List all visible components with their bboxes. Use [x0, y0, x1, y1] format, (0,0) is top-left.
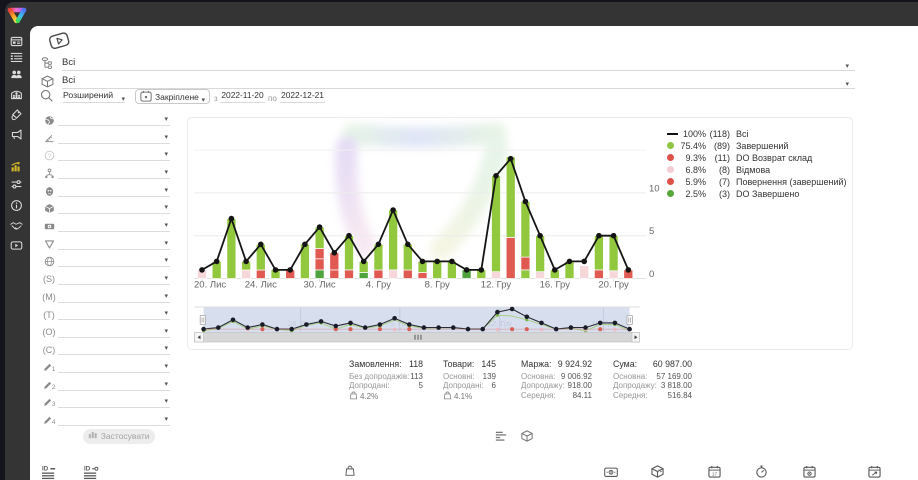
svg-text:17: 17 [712, 472, 718, 477]
svg-text:30. Лис: 30. Лис [304, 280, 336, 291]
svg-text:0: 0 [649, 269, 654, 280]
svg-text:28. Лис: 28. Лис [288, 319, 314, 328]
svg-text:12. Гру: 12. Гру [488, 319, 512, 328]
svg-text:ID: ID [42, 466, 49, 473]
svg-text:5. Гру: 5. Гру [390, 319, 410, 328]
svg-text:20. Лис: 20. Лис [194, 280, 226, 291]
svg-text:12. Гру: 12. Гру [481, 280, 512, 291]
svg-text:19. Гру: 19. Гру [591, 319, 615, 328]
svg-text:ID: ID [84, 466, 91, 473]
svg-text:20. Гру: 20. Гру [598, 280, 629, 291]
svg-text:24. Лис: 24. Лис [245, 280, 277, 291]
svg-text:?: ? [47, 153, 51, 160]
svg-text:16. Гру: 16. Гру [540, 280, 571, 291]
svg-text:10: 10 [649, 183, 660, 194]
svg-text:8. Гру: 8. Гру [425, 280, 450, 291]
svg-text:$: $ [610, 470, 613, 476]
svg-text:5: 5 [649, 226, 654, 237]
svg-text:4. Гру: 4. Гру [366, 280, 391, 291]
